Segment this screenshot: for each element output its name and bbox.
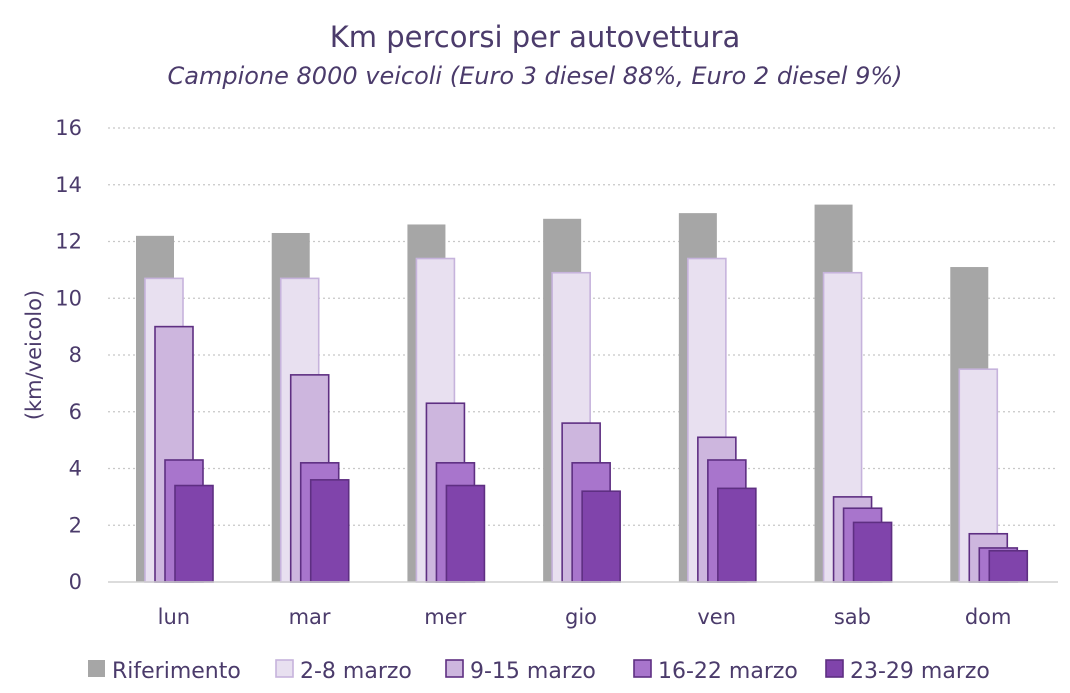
y-tick-label: 0 [69,570,82,594]
bar-23-29-marzo-mer [445,484,486,583]
y-tick-label: 12 [55,230,82,254]
bar-23-29-marzo-lun [174,484,214,583]
y-tick-label: 2 [69,513,82,537]
chart-subtitle: Campione 8000 veicoli (Euro 3 diesel 88%… [167,62,903,90]
legend-label: 16-22 marzo [658,659,798,684]
bar-23-29-marzo-ven [717,487,757,583]
legend-swatch [88,660,105,677]
legend-swatch [825,659,844,678]
x-tick-label: dom [965,605,1012,629]
x-tick-label: sab [834,605,871,629]
bar-23-29-marzo-sab [852,521,893,583]
x-tick-label: gio [565,605,597,629]
chart-title: Km percorsi per autovettura [329,20,741,54]
legend-swatch [275,659,294,678]
y-tick-label: 4 [69,457,82,481]
y-tick-label: 14 [55,173,82,197]
x-tick-label: mer [424,605,466,629]
legend-label: 23-29 marzo [850,659,990,684]
y-tick-label: 8 [69,343,82,367]
legend-label: 2-8 marzo [300,659,412,684]
x-tick-label: lun [158,605,190,629]
y-tick-label: 16 [55,116,82,140]
x-tick-label: ven [697,605,736,629]
legend-swatch [633,659,652,678]
legend-swatch [445,659,464,678]
y-axis-label: (km/veicolo) [22,290,46,420]
y-tick-label: 10 [55,286,82,310]
bar-23-29-marzo-mar [309,479,350,583]
x-tick-label: mar [289,605,331,629]
bar-23-29-marzo-gio [581,490,621,583]
bar-23-29-marzo-dom [988,549,1029,583]
y-tick-label: 6 [69,400,82,424]
legend-label: 9-15 marzo [470,659,596,684]
legend-label: Riferimento [112,659,241,684]
